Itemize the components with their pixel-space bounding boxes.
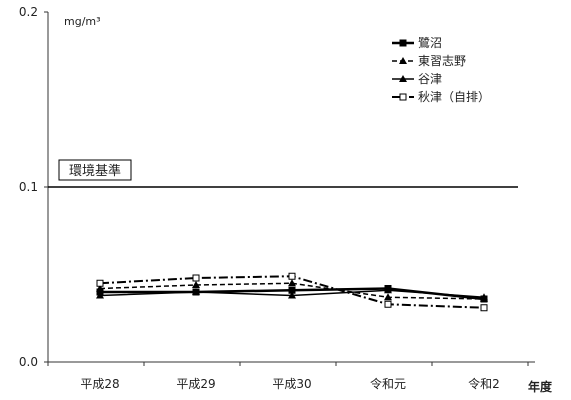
data-point xyxy=(192,281,200,288)
legend-marker xyxy=(399,39,407,47)
data-point xyxy=(288,291,296,299)
data-point xyxy=(288,279,296,287)
x-tick-label: 平成28 xyxy=(80,377,119,391)
reference-label-box xyxy=(58,159,132,181)
legend-item: 東習志野 xyxy=(392,54,466,68)
x-tick-label: 令和元 xyxy=(370,376,406,391)
data-point xyxy=(480,304,488,312)
y-tick-label: 0.1 xyxy=(19,180,38,194)
reference-label: 環境基準 xyxy=(69,163,121,179)
data-point xyxy=(192,274,200,282)
legend-label: 谷津 xyxy=(418,72,442,86)
y-tick-label: 0.2 xyxy=(19,5,38,19)
data-point xyxy=(96,279,104,287)
data-point xyxy=(96,284,104,292)
legend-item: 秋津（自排） xyxy=(392,90,490,104)
data-point xyxy=(384,300,392,308)
data-point xyxy=(384,286,392,294)
series-group xyxy=(96,272,488,312)
data-point xyxy=(480,293,488,301)
series-4 xyxy=(96,272,488,312)
legend-marker xyxy=(399,57,407,64)
tick-group: 0.0 0.1 0.2 平成28 平成29 平成30 令和元 令和2 xyxy=(19,5,529,391)
legend-label: 秋津（自排） xyxy=(418,90,490,104)
data-point xyxy=(192,288,200,295)
legend-label: 東習志野 xyxy=(418,54,466,68)
legend-marker xyxy=(399,93,407,101)
data-point xyxy=(288,286,296,294)
data-point xyxy=(288,272,296,280)
legend-item: 鷺沼 xyxy=(392,35,442,50)
data-point xyxy=(384,293,392,301)
data-point xyxy=(96,291,104,299)
x-tick-label: 平成29 xyxy=(176,377,215,391)
series-3 xyxy=(96,286,488,301)
x-axis-title: 年度 xyxy=(528,379,553,394)
legend-label: 鷺沼 xyxy=(418,35,442,50)
legend-item: 谷津 xyxy=(392,72,442,86)
y-tick-label: 0.0 xyxy=(19,355,38,369)
unit-label: mg/m³ xyxy=(64,15,101,28)
legend-marker xyxy=(399,75,407,82)
x-tick-label: 令和2 xyxy=(468,376,500,391)
x-tick-label: 平成30 xyxy=(272,377,311,391)
